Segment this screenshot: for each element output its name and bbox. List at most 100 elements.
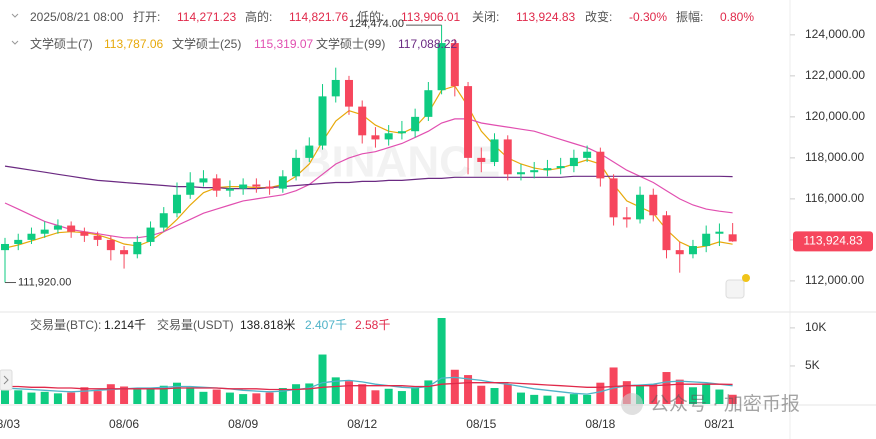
header-label: 高的: <box>245 9 272 24</box>
volume-ma-value: 2.58千 <box>355 318 390 332</box>
header-datetime: 2025/08/21 08:00 <box>30 10 124 24</box>
candle-body <box>371 135 380 140</box>
candle-body <box>159 213 168 228</box>
y-tick-label: 120,000.00 <box>805 109 865 123</box>
candle-body <box>464 86 473 158</box>
volume-bar <box>503 384 512 404</box>
candle-body <box>516 172 525 175</box>
volume-legend-name: 交易量(BTC): <box>30 317 101 332</box>
y-tick-label: 10K <box>805 320 826 334</box>
header-value: 0.80% <box>720 10 754 24</box>
candle-body <box>622 217 631 220</box>
header-value: 114,821.76 <box>289 10 348 24</box>
volume-bar <box>53 393 62 404</box>
candle-body <box>67 225 76 232</box>
candle-body <box>490 139 499 162</box>
header-label: 改变: <box>585 9 612 24</box>
candle-body <box>278 176 287 189</box>
volume-bar <box>411 387 420 404</box>
volume-bar <box>490 388 499 404</box>
header-label: 打开: <box>133 10 160 24</box>
volume-ma-line <box>5 382 733 391</box>
collapse-icons <box>11 13 19 45</box>
candle-body <box>424 90 433 117</box>
candle-body <box>649 194 658 216</box>
tool-button[interactable] <box>725 279 745 299</box>
candle-body <box>172 194 181 214</box>
candle-body <box>120 250 129 255</box>
volume-bar <box>530 394 539 404</box>
candle-body <box>583 151 592 158</box>
candle-body <box>556 166 565 169</box>
volume-legend-name: 交易量(USDT) <box>157 317 234 332</box>
volume-bar <box>437 318 446 404</box>
volume-bar <box>239 394 248 404</box>
volume-bar <box>569 394 578 404</box>
candle-body <box>543 168 552 171</box>
watermark: 公众号 · 加密币报 <box>650 393 800 415</box>
legend-name: 文学硕士(7) <box>30 36 93 51</box>
volume-bar <box>715 389 724 404</box>
candle-body <box>106 239 115 251</box>
candle-body <box>728 234 737 242</box>
ma-line <box>4 165 733 190</box>
volume-bar <box>543 395 552 404</box>
candle-body <box>702 233 711 247</box>
y-tick-label: 5K <box>805 358 820 372</box>
volume-bar <box>27 392 36 404</box>
candle-body <box>662 215 671 251</box>
last-price-label: 113,924.83 <box>803 234 862 248</box>
x-tick-label: 08/06 <box>109 417 139 431</box>
annotation-label: 124,474.00 <box>349 18 404 30</box>
volume-pane <box>1 318 737 404</box>
volume-bar <box>596 382 605 404</box>
candle-body <box>1 243 9 251</box>
volume-bar <box>675 379 684 404</box>
volume-bar <box>225 392 234 404</box>
volume-bar <box>120 386 129 404</box>
volume-bar <box>305 383 314 404</box>
candle-body <box>212 178 221 191</box>
annotation-label: 111,920.00 <box>18 276 71 288</box>
volume-bar <box>622 381 631 404</box>
volume-bar <box>688 387 697 404</box>
candle-body <box>344 79 353 107</box>
volume-bar <box>728 394 737 404</box>
scroll-button[interactable] <box>0 369 13 391</box>
candle-body <box>318 96 327 146</box>
candle-body <box>265 186 274 189</box>
candle-body <box>715 231 724 234</box>
volume-ma-value: 2.407千 <box>305 318 347 332</box>
candle-body <box>503 139 512 175</box>
volume-bar <box>212 389 221 404</box>
volume-bar <box>318 354 327 404</box>
header-value: 113,924.83 <box>516 10 575 24</box>
x-tick-label: 08/18 <box>585 417 615 431</box>
volume-bar <box>636 384 645 404</box>
watermark-icon <box>621 393 643 415</box>
candle-body <box>477 157 486 162</box>
volume-legend-value: 138.818米 <box>240 318 295 332</box>
volume-bar <box>199 391 208 404</box>
volume-bar <box>252 393 261 404</box>
legend-value: 115,319.07 <box>254 37 313 51</box>
candle-body <box>80 231 89 236</box>
x-tick-label: 08/09 <box>228 417 258 431</box>
ma-line <box>4 118 733 239</box>
last-price-tag <box>793 231 873 252</box>
volume-bar <box>556 396 565 404</box>
header-value: 113,906.01 <box>401 10 460 24</box>
volume-bar <box>159 385 168 404</box>
legend-name: 文学硕士(99) <box>316 36 385 51</box>
volume-bar <box>477 385 486 404</box>
candle-body <box>609 178 618 218</box>
indicator-dot <box>742 274 750 282</box>
x-tick-label: 08/15 <box>466 417 496 431</box>
candle-body <box>450 43 459 87</box>
candle-body <box>437 43 446 91</box>
candle-body <box>636 194 645 220</box>
candle-body <box>305 145 314 158</box>
volume-bar <box>67 392 76 404</box>
volume-bar <box>93 391 102 404</box>
